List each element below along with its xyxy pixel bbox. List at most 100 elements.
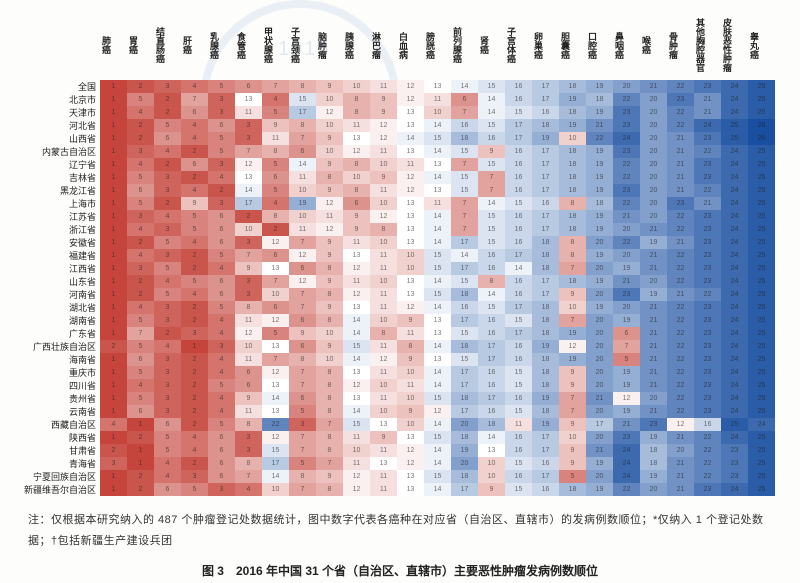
- row-header: 山西省: [20, 132, 100, 145]
- heatmap-cell: 13: [262, 262, 289, 275]
- heatmap-cell: 15: [478, 119, 505, 132]
- heatmap-cell: 16: [451, 119, 478, 132]
- heatmap-cell: 7: [235, 470, 262, 483]
- heatmap-cell: 7: [478, 171, 505, 184]
- heatmap-cell: 2: [154, 197, 181, 210]
- heatmap-cell: 25: [748, 184, 775, 197]
- heatmap-cell: 4: [262, 197, 289, 210]
- heatmap-cell: 17: [532, 275, 559, 288]
- heatmap-cell: 26: [748, 119, 775, 132]
- heatmap-cell: 13: [424, 80, 451, 93]
- heatmap-cell: 21: [640, 223, 667, 236]
- heatmap-cell: 7: [451, 197, 478, 210]
- heatmap-cell: 8: [316, 392, 343, 405]
- row-header: 江苏省: [20, 210, 100, 223]
- heatmap-cell: 20: [640, 392, 667, 405]
- heatmap-cell: 19: [289, 197, 316, 210]
- heatmap-cell: 23: [694, 132, 721, 145]
- heatmap-cell: 13: [343, 301, 370, 314]
- heatmap-cell: 22: [667, 405, 694, 418]
- row-header: 全国: [20, 80, 100, 93]
- heatmap-cell: 20: [640, 93, 667, 106]
- heatmap-cell: 20: [451, 457, 478, 470]
- heatmap-cell: 13: [343, 249, 370, 262]
- heatmap-cell: 24: [721, 184, 748, 197]
- row-header: 北京市: [20, 93, 100, 106]
- heatmap-cell: 21: [640, 405, 667, 418]
- heatmap-cell: 21: [640, 249, 667, 262]
- heatmap-cell: 15: [451, 353, 478, 366]
- heatmap-cell: 23: [640, 418, 667, 431]
- column-header: 睾丸癌: [748, 10, 775, 80]
- heatmap-cell: 8: [316, 314, 343, 327]
- heatmap-cell: 4: [127, 249, 154, 262]
- heatmap-cell: 1: [100, 431, 127, 444]
- heatmap-cell: 14: [478, 93, 505, 106]
- heatmap-cell: 14: [424, 418, 451, 431]
- heatmap-cell: 6: [127, 405, 154, 418]
- heatmap-cell: 5: [154, 444, 181, 457]
- heatmap-cell: 13: [397, 431, 424, 444]
- heatmap-cell: 6: [451, 93, 478, 106]
- heatmap-cell: 7: [316, 457, 343, 470]
- heatmap-cell: 5: [127, 171, 154, 184]
- column-header: 胆囊癌: [559, 10, 586, 80]
- heatmap-cell: 2: [127, 132, 154, 145]
- heatmap-cell: 16: [694, 418, 721, 431]
- heatmap-cell: 2: [262, 223, 289, 236]
- heatmap-cell: 25: [748, 314, 775, 327]
- heatmap-cell: 3: [208, 93, 235, 106]
- row-header: 江西省: [20, 262, 100, 275]
- heatmap-cell: 1: [100, 483, 127, 496]
- heatmap-cell: 17: [505, 327, 532, 340]
- heatmap-cell: 24: [721, 106, 748, 119]
- heatmap-cell: 25: [748, 444, 775, 457]
- heatmap-cell: 24: [721, 236, 748, 249]
- heatmap-cell: 16: [505, 340, 532, 353]
- heatmap-cell: 11: [424, 197, 451, 210]
- heatmap-cell: 18: [559, 171, 586, 184]
- heatmap-cell: 17: [505, 301, 532, 314]
- heatmap-cell: 10: [235, 340, 262, 353]
- heatmap-cell: 3: [235, 132, 262, 145]
- heatmap-cell: 15: [424, 392, 451, 405]
- heatmap-cell: 19: [613, 314, 640, 327]
- heatmap-cell: 6: [289, 340, 316, 353]
- heatmap-cell: 16: [478, 379, 505, 392]
- heatmap-cell: 9: [559, 366, 586, 379]
- heatmap-cell: 24: [721, 275, 748, 288]
- heatmap-cell: 19: [586, 457, 613, 470]
- heatmap-cell: 22: [667, 275, 694, 288]
- heatmap-cell: 25: [748, 405, 775, 418]
- heatmap-cell: 21: [694, 106, 721, 119]
- heatmap-cell: 11: [370, 80, 397, 93]
- heatmap-cell: 14: [505, 262, 532, 275]
- heatmap-cell: 6: [127, 353, 154, 366]
- heatmap-cell: 5: [208, 418, 235, 431]
- heatmap-cell: 16: [505, 431, 532, 444]
- heatmap-cell: 25: [748, 275, 775, 288]
- heatmap-cell: 12: [262, 236, 289, 249]
- heatmap-cell: 24: [694, 119, 721, 132]
- heatmap-cell: 16: [505, 80, 532, 93]
- heatmap-cell: 18: [559, 275, 586, 288]
- heatmap-cell: 19: [559, 119, 586, 132]
- heatmap-cell: 19: [613, 262, 640, 275]
- heatmap-cell: 22: [667, 223, 694, 236]
- heatmap-cell: 16: [532, 197, 559, 210]
- heatmap-cell: 10: [343, 444, 370, 457]
- heatmap-cell: 1: [100, 106, 127, 119]
- heatmap-cell: 24: [721, 249, 748, 262]
- heatmap-cell: 16: [505, 470, 532, 483]
- heatmap-cell: 2: [127, 275, 154, 288]
- heatmap-cell: 1: [100, 145, 127, 158]
- heatmap-cell: 15: [505, 314, 532, 327]
- column-header: 结直肠癌: [154, 10, 181, 80]
- heatmap-cell: 8: [289, 353, 316, 366]
- heatmap-cell: 16: [478, 405, 505, 418]
- heatmap-cell: 25: [721, 119, 748, 132]
- heatmap-cell: 6: [235, 379, 262, 392]
- heatmap-cell: 23: [694, 405, 721, 418]
- heatmap-cell: 3: [127, 262, 154, 275]
- heatmap-cell: 3: [154, 392, 181, 405]
